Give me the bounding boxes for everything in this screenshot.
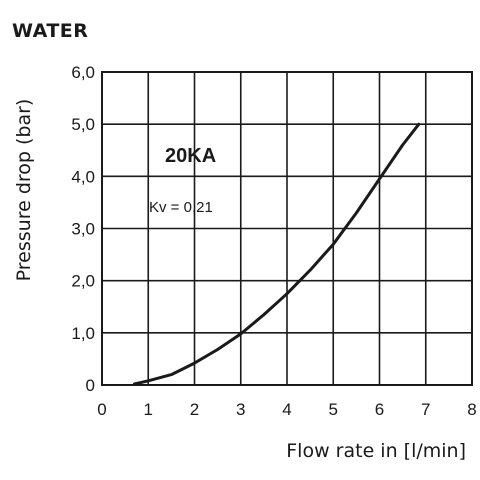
x-tick-label: 2: [190, 400, 199, 419]
y-axis-title: Pressure drop (bar): [13, 99, 35, 282]
grid-layer: [102, 72, 472, 385]
x-tick-label: 8: [467, 400, 476, 419]
chart-title: WATER: [12, 20, 89, 42]
y-tick-label: 0: [86, 376, 95, 395]
plot-frame-layer: [101, 71, 473, 386]
y-tick-label: 2,0: [71, 272, 95, 291]
kv-label: Kv = 0,21: [149, 199, 213, 216]
x-tick-label: 0: [97, 400, 106, 419]
x-tick-label: 7: [421, 400, 430, 419]
y-tick-label: 4,0: [71, 167, 95, 186]
x-axis-title: Flow rate in [l/min]: [286, 440, 466, 462]
model-label: 20KA: [165, 145, 216, 167]
plot-frame: [101, 71, 473, 386]
x-tick-label: 6: [375, 400, 384, 419]
tick-label-layer: 0 1 2 3 4 5 6 7 8 0 1,0 2,0 3,0 4,0 5,0 6,0: [71, 63, 476, 419]
x-tick-label: 1: [144, 400, 153, 419]
x-tick-label: 3: [236, 400, 245, 419]
pressure-drop-curve: [132, 122, 421, 386]
y-tick-label: 3,0: [71, 220, 95, 239]
y-tick-label: 5,0: [71, 115, 95, 134]
x-tick-label: 5: [329, 400, 338, 419]
x-tick-label: 4: [282, 400, 291, 419]
curve-layer: [132, 122, 421, 386]
y-tick-label: 6,0: [71, 63, 95, 82]
y-tick-label: 1,0: [71, 324, 95, 343]
